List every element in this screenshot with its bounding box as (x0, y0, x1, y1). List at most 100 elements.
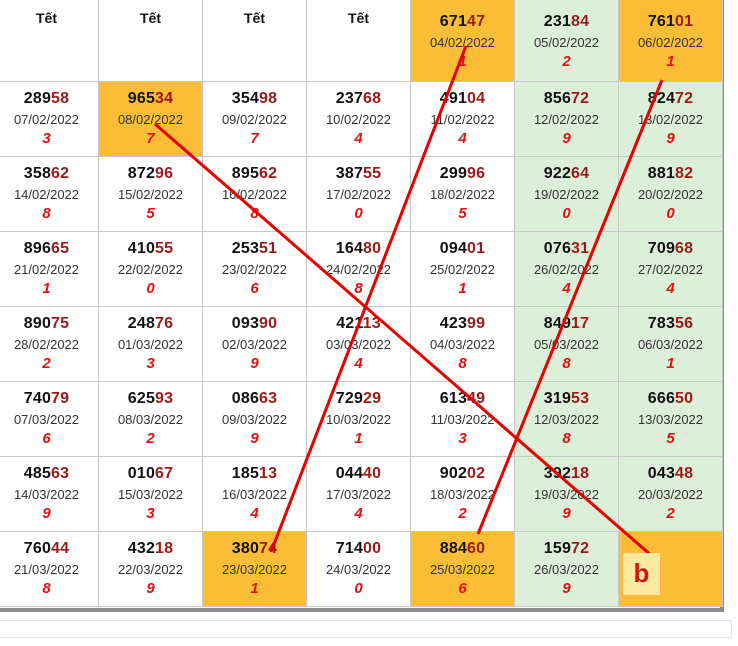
result-digit: 5 (666, 430, 675, 447)
result-digit: 8 (42, 205, 51, 222)
result-date: 07/02/2022 (13, 112, 80, 127)
result-number: 87296 (99, 165, 202, 183)
result-number-last-two: 93 (155, 390, 174, 407)
result-number: 76044 (0, 540, 98, 558)
result-number-prefix: 714 (335, 540, 364, 557)
result-cell: 62593 08/03/2022 2 (98, 381, 203, 457)
result-date: 10/02/2022 (325, 112, 392, 127)
result-digit: 6 (458, 580, 467, 597)
result-digit: 4 (354, 130, 363, 147)
result-digit: 1 (42, 280, 51, 297)
result-cell: 09401 25/02/2022 1 (410, 231, 515, 307)
result-number-last-two: 62 (259, 165, 278, 182)
result-digit: 4 (458, 130, 467, 147)
result-cell: 89665 21/02/2022 1 (0, 231, 99, 307)
result-number-prefix: 044 (335, 465, 364, 482)
result-number-last-two: 68 (675, 240, 694, 257)
result-number: 42399 (411, 315, 514, 333)
result-number-prefix: 881 (647, 165, 676, 182)
result-date: 28/02/2022 (13, 337, 80, 352)
tet-holiday-label: Tết (36, 10, 57, 26)
result-cell: 31953 12/03/2022 8 (514, 381, 619, 457)
result-cell: 87296 15/02/2022 5 (98, 156, 203, 232)
result-date: 11/02/2022 (430, 112, 495, 127)
result-number-last-two: 00 (363, 540, 382, 557)
result-number-prefix: 289 (23, 90, 52, 107)
result-date: 16/03/2022 (221, 487, 288, 502)
result-digit: 3 (458, 430, 467, 447)
result-number-prefix: 613 (439, 390, 468, 407)
result-number: 70968 (619, 240, 722, 258)
result-cell: 38755 17/02/2022 0 (306, 156, 411, 232)
result-cell: 04440 17/03/2022 4 (306, 456, 411, 532)
result-number-prefix: 890 (23, 315, 52, 332)
result-number-prefix: 709 (647, 240, 676, 257)
result-cell: 88460 25/03/2022 6 (410, 531, 515, 607)
result-number: 62593 (99, 390, 202, 408)
result-digit: 3 (146, 355, 155, 372)
result-number-last-two: 65 (51, 240, 70, 257)
tet-holiday-label: Tết (348, 10, 369, 26)
result-number-last-two: 90 (259, 315, 278, 332)
result-number-prefix: 253 (231, 240, 260, 257)
result-number: 07631 (515, 240, 618, 258)
result-date: 24/02/2022 (325, 262, 392, 277)
result-number-last-two: 01 (675, 13, 694, 30)
result-number-prefix: 086 (231, 390, 260, 407)
result-number-last-two: 62 (51, 165, 70, 182)
result-number-last-two: 18 (571, 465, 590, 482)
result-number-last-two: 98 (259, 90, 278, 107)
result-digit: 2 (458, 505, 467, 522)
result-number: 09401 (411, 240, 514, 258)
result-number: 78356 (619, 315, 722, 333)
result-number-prefix: 856 (543, 90, 572, 107)
result-digit: 4 (666, 280, 675, 297)
result-cell: 35862 14/02/2022 8 (0, 156, 99, 232)
result-date: 06/03/2022 (637, 337, 704, 352)
result-digit: 2 (146, 430, 155, 447)
result-number-last-two: 01 (467, 240, 486, 257)
result-number: 01067 (99, 465, 202, 483)
result-number-prefix: 896 (23, 240, 52, 257)
result-date: 13/03/2022 (637, 412, 704, 427)
result-cell: 89562 16/02/2022 8 (202, 156, 307, 232)
result-digit: 9 (562, 580, 571, 597)
result-cell: 76044 21/03/2022 8 (0, 531, 99, 607)
result-number-last-two: 44 (51, 540, 70, 557)
annotation-line-1 (154, 122, 653, 558)
result-digit: 7 (250, 130, 259, 147)
result-cell: 71400 24/03/2022 0 (306, 531, 411, 607)
result-number-last-two: 02 (467, 465, 486, 482)
tet-holiday-label: Tết (140, 10, 161, 26)
result-number-prefix: 625 (127, 390, 156, 407)
result-number-prefix: 354 (231, 90, 260, 107)
result-cell: 78356 06/03/2022 1 (618, 306, 723, 382)
result-number: 72929 (307, 390, 410, 408)
result-date: 09/03/2022 (221, 412, 288, 427)
result-number-prefix: 824 (647, 90, 676, 107)
result-number: 04348 (619, 465, 722, 483)
result-number: 18513 (203, 465, 306, 483)
result-cell: 25351 23/02/2022 6 (202, 231, 307, 307)
result-cell: Tết (202, 0, 307, 82)
result-digit: 8 (42, 580, 51, 597)
table-row: 89075 28/02/2022 2 24876 01/03/2022 3 09390 02/… (0, 306, 723, 382)
result-number: 29996 (411, 165, 514, 183)
result-cell: 74079 07/03/2022 6 (0, 381, 99, 457)
result-number-prefix: 387 (335, 165, 364, 182)
result-date: 23/03/2022 (221, 562, 288, 577)
result-date: 27/02/2022 (637, 262, 704, 277)
lottery-results-table: Tết Tết Tết Tết 67147 04/02/2022 1 23184 05/02/2… (0, 0, 723, 607)
result-date: 10/03/2022 (325, 412, 392, 427)
result-number: 89562 (203, 165, 306, 183)
result-number: 76101 (619, 13, 722, 31)
result-digit: 5 (458, 205, 467, 222)
result-number-prefix: 729 (335, 390, 364, 407)
result-date: 21/02/2022 (13, 262, 80, 277)
result-number: 16480 (307, 240, 410, 258)
result-number-last-two: 82 (675, 165, 694, 182)
result-date: 18/02/2022 (429, 187, 496, 202)
result-cell: Tết (0, 0, 99, 82)
result-number-prefix: 185 (231, 465, 260, 482)
